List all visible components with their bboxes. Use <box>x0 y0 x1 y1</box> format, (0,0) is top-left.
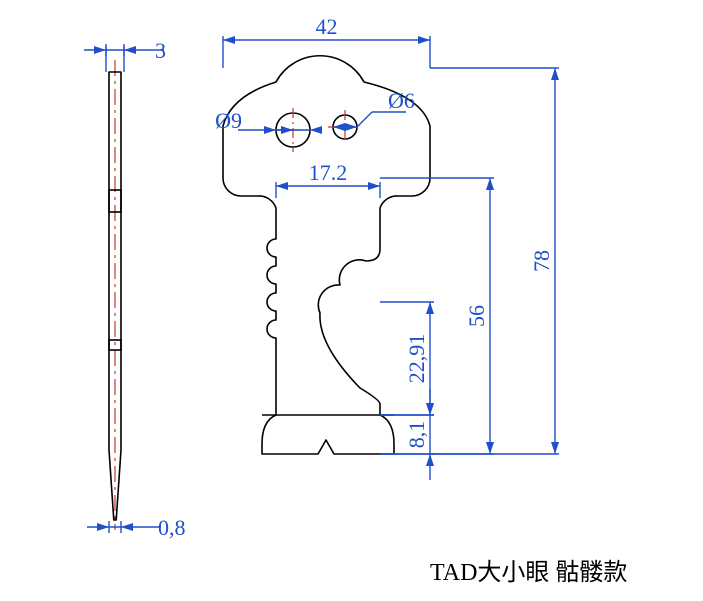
svg-text:56: 56 <box>464 305 489 327</box>
svg-text:3: 3 <box>155 38 166 63</box>
svg-text:22,91: 22,91 <box>404 334 429 384</box>
svg-text:Ø9: Ø9 <box>215 108 242 133</box>
dimensions: 42 3 0,8 Ø9 Ø6 17.2 78 56 22,91 8,1 <box>84 14 559 540</box>
svg-text:8,1: 8,1 <box>404 421 429 449</box>
front-view <box>223 56 430 454</box>
svg-text:42: 42 <box>316 14 338 39</box>
svg-text:Ø6: Ø6 <box>388 88 415 113</box>
svg-text:78: 78 <box>529 250 554 272</box>
svg-text:0,8: 0,8 <box>158 515 186 540</box>
drawing-title: TAD大小眼 骷髅款 <box>430 559 627 586</box>
side-view <box>109 60 121 530</box>
svg-text:17.2: 17.2 <box>309 160 348 185</box>
